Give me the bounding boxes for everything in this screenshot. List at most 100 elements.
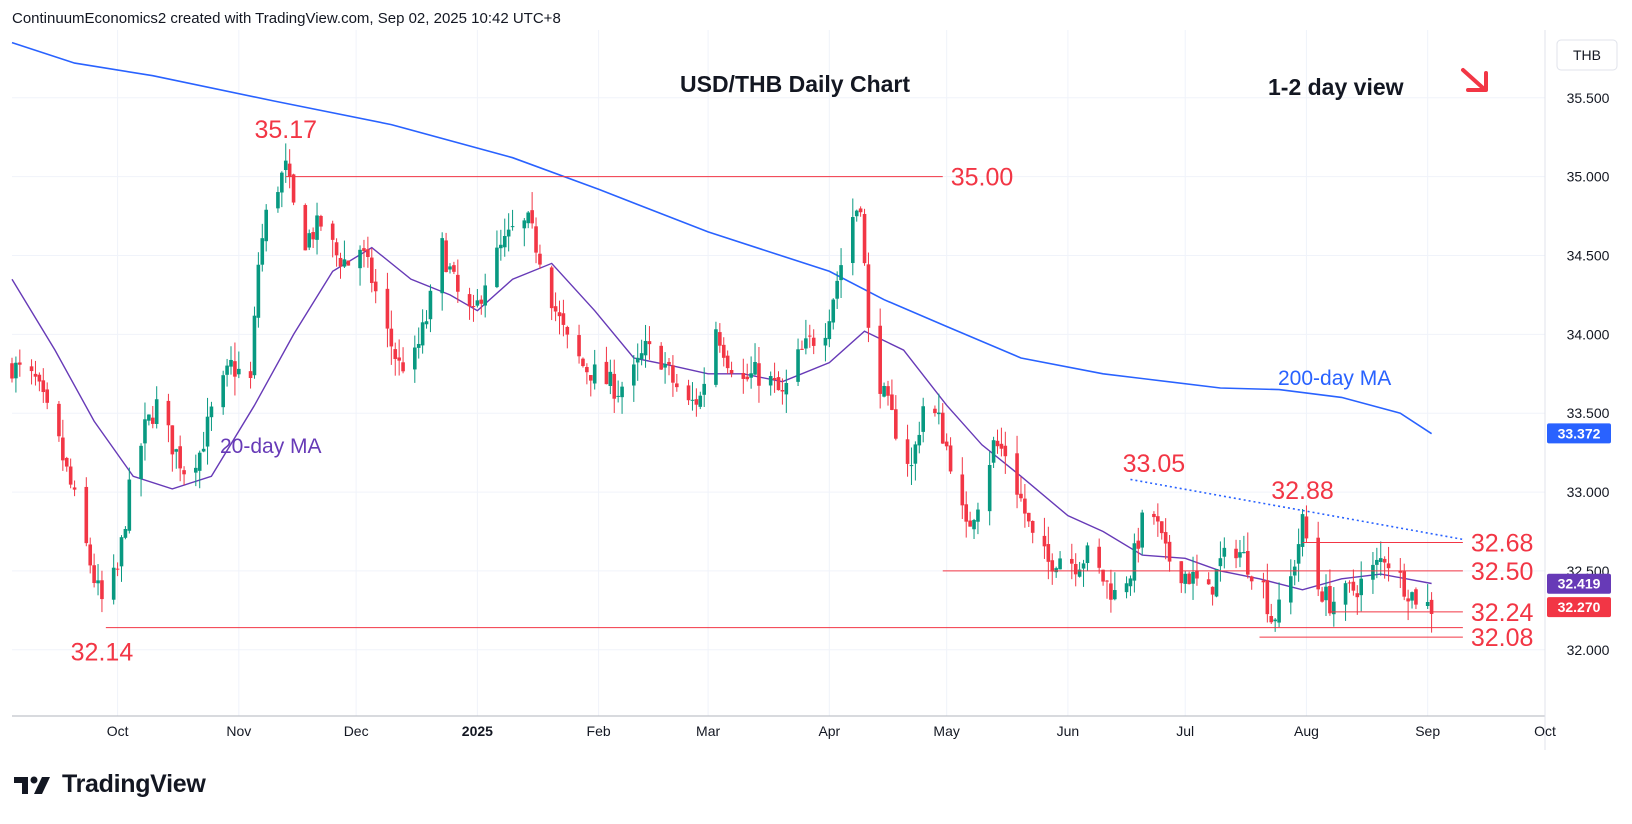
- candle-body: [972, 519, 976, 530]
- candle-body: [1050, 560, 1055, 572]
- candle-body: [154, 399, 159, 424]
- tradingview-logo[interactable]: TradingView: [14, 770, 206, 799]
- candle-body: [1179, 561, 1184, 584]
- candle-body: [937, 412, 941, 415]
- candle-body: [1359, 578, 1363, 596]
- candle-body: [369, 257, 374, 284]
- candle-body: [647, 341, 652, 345]
- candle-body: [804, 338, 808, 349]
- candle-body: [256, 264, 261, 318]
- candle-body: [413, 347, 417, 370]
- candle-body: [549, 267, 554, 309]
- candle-body: [1277, 599, 1281, 623]
- candle-body: [1273, 619, 1277, 622]
- candle-body: [1023, 498, 1027, 514]
- candle-body: [608, 371, 613, 386]
- candle-body: [248, 371, 253, 379]
- candle-body: [1097, 546, 1101, 568]
- currency-badge[interactable]: [1556, 39, 1618, 71]
- candle-body: [940, 412, 945, 444]
- candle-body: [276, 192, 280, 209]
- candle-body: [964, 504, 969, 522]
- candle-body: [10, 363, 14, 379]
- candle-body: [92, 565, 96, 584]
- candle-body: [976, 509, 980, 522]
- candle-body: [1238, 552, 1242, 558]
- candle-body: [1191, 571, 1195, 584]
- candle-body: [397, 357, 401, 361]
- y-tick-label: 33.500: [1567, 405, 1610, 421]
- candle-body: [111, 567, 116, 600]
- x-tick-label: Nov: [226, 723, 251, 739]
- candle-body: [303, 205, 308, 251]
- candle-body: [420, 322, 425, 346]
- candle-body: [1156, 516, 1160, 522]
- candle-body: [721, 344, 726, 358]
- candle-body: [366, 249, 370, 257]
- y-tick-label: 34.000: [1567, 326, 1610, 342]
- candle-body: [1410, 592, 1414, 601]
- candle-body: [311, 232, 315, 240]
- candle-body: [389, 328, 394, 347]
- price-annotation: 32.88: [1271, 477, 1334, 505]
- candle-body: [100, 580, 104, 600]
- candle-body: [827, 321, 832, 340]
- candle-body: [714, 329, 718, 385]
- candle-body: [905, 439, 910, 464]
- x-tick-label: Aug: [1294, 723, 1319, 739]
- candle-body: [913, 444, 918, 464]
- y-tick-label: 35.000: [1567, 169, 1610, 185]
- candle-body: [530, 210, 534, 224]
- candle-body: [307, 233, 312, 248]
- candle-body: [632, 364, 636, 386]
- candle-body: [1234, 548, 1238, 559]
- candle-body: [577, 335, 581, 357]
- candle-body: [448, 266, 452, 270]
- candle-body: [197, 452, 202, 471]
- candle-body: [581, 358, 585, 367]
- candle-body: [385, 288, 390, 329]
- ma20-label: 20-day MA: [220, 435, 322, 458]
- candle-body: [757, 363, 761, 386]
- x-tick-label: 2025: [462, 723, 493, 739]
- candle-body: [944, 441, 949, 447]
- candle-body: [1214, 569, 1219, 597]
- candle-body: [1378, 558, 1383, 562]
- level-label: 32.24: [1471, 599, 1534, 627]
- candle-body: [499, 244, 503, 249]
- candle-body: [237, 368, 241, 375]
- candle-body: [456, 274, 460, 292]
- candle-body: [995, 440, 1000, 447]
- candle-body: [1414, 589, 1418, 605]
- candle-body: [1296, 544, 1301, 564]
- candle-body: [150, 417, 155, 424]
- candle-body: [479, 299, 484, 304]
- candle-body: [702, 383, 706, 395]
- candle-body: [917, 434, 922, 446]
- candle-body: [440, 238, 444, 294]
- candle-body: [1265, 580, 1270, 615]
- candle-body: [1261, 580, 1266, 583]
- candle-body: [753, 361, 757, 375]
- candle-body: [483, 285, 487, 306]
- candle-body: [1124, 583, 1129, 593]
- x-tick-label: Oct: [1534, 723, 1556, 739]
- candlestick-series: [10, 143, 1434, 633]
- tradingview-logo-icon: [14, 776, 50, 794]
- candle-body: [694, 399, 699, 405]
- candle-body: [1054, 568, 1058, 573]
- candle-body: [565, 326, 570, 335]
- candle-body: [1324, 586, 1328, 601]
- candle-body: [643, 340, 648, 356]
- candle-body: [1249, 576, 1254, 582]
- candle-body: [166, 400, 171, 426]
- candle-body: [362, 248, 366, 252]
- price-annotation: 33.05: [1123, 450, 1186, 478]
- candle-body: [768, 376, 773, 386]
- price-badge-label: 32.270: [1558, 599, 1601, 615]
- candle-body: [616, 395, 620, 397]
- candle-body: [780, 390, 785, 392]
- candle-body: [170, 425, 175, 455]
- candle-body: [495, 247, 499, 288]
